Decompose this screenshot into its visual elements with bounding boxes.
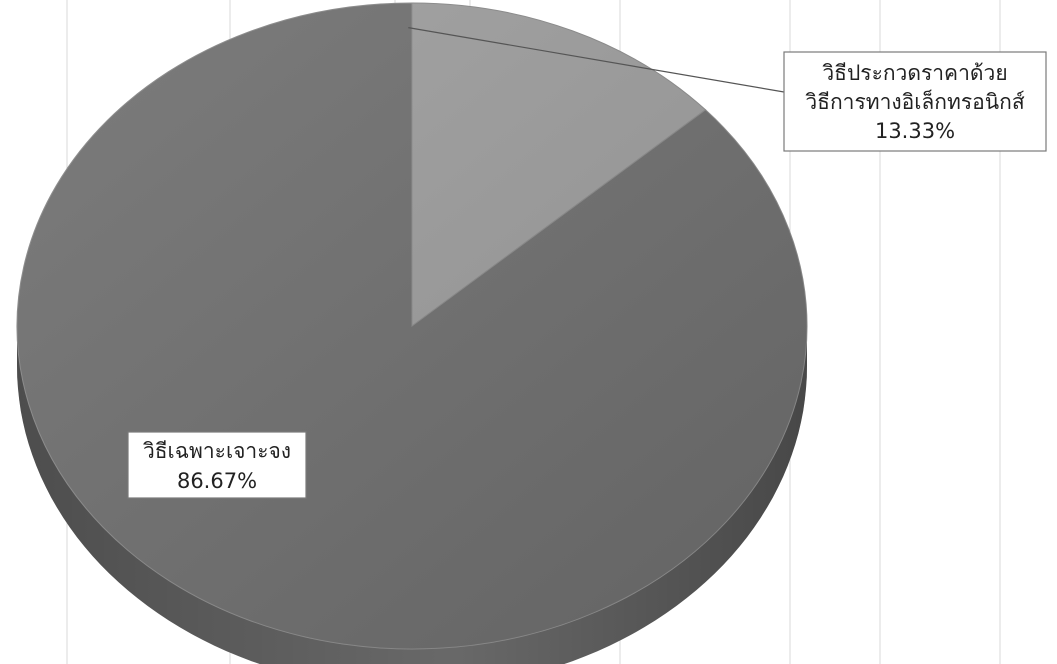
slice-label-value: 13.33% [875, 119, 955, 143]
leader-line [408, 27, 785, 93]
slice-label-value: 86.67% [177, 469, 257, 493]
label-leader-lines [408, 27, 785, 93]
pie-top-face [16, 2, 808, 650]
slice-label-line-2: วิธีการทางอิเล็กทรอนิกส์ [805, 88, 1025, 114]
slice-label-specific-method: วิธีเฉพาะเจาะจง 86.67% [127, 431, 307, 499]
slice-label-box [783, 51, 1047, 152]
slice-label-line-1: วิธีประกวดราคาด้วย [822, 61, 1008, 85]
pie-top-shading [17, 3, 807, 649]
slice-label-line-1: วิธีเฉพาะเจาะจง [143, 439, 291, 463]
slice-label-electronic-bidding: วิธีประกวดราคาด้วย วิธีการทางอิเล็กทรอนิ… [783, 51, 1047, 152]
slice-label-box [127, 431, 307, 499]
